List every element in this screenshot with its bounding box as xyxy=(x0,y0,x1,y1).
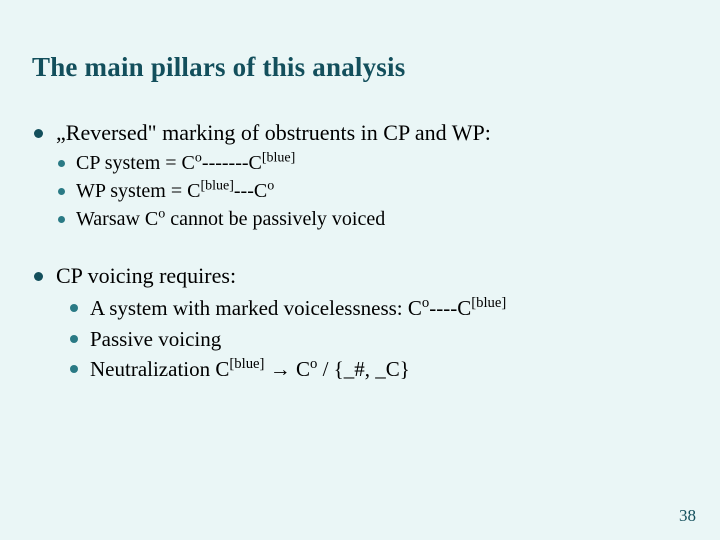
sub-passive-voicing: Passive voicing xyxy=(68,325,692,353)
t: -------C xyxy=(202,152,262,174)
sub-list-2: A system with marked voicelessness: Co--… xyxy=(68,294,692,383)
sub-neutralization: Neutralization C[blue] → Co / {_#, _C} xyxy=(68,355,692,383)
sub-list-1: CP system = Co-------C[blue] WP system =… xyxy=(56,150,692,232)
t: ----C xyxy=(429,296,471,320)
bullet-text: CP voicing requires: xyxy=(56,263,236,288)
t: CP system = C xyxy=(76,152,195,174)
sub-cp-system: CP system = Co-------C[blue] xyxy=(56,150,692,176)
slide: The main pillars of this analysis „Rever… xyxy=(0,0,720,540)
t: Warsaw C xyxy=(76,208,158,230)
sup: [blue] xyxy=(200,178,233,193)
t: cannot be passively voiced xyxy=(165,208,385,230)
sup: [blue] xyxy=(262,150,295,165)
t: → C xyxy=(264,357,310,381)
t: Passive voicing xyxy=(90,327,221,351)
t: WP system = C xyxy=(76,180,200,202)
sup: o xyxy=(267,178,274,193)
page-number: 38 xyxy=(679,506,696,526)
spacer xyxy=(32,242,692,262)
sub-wp-system: WP system = C[blue]---Co xyxy=(56,178,692,204)
bullet-cp-voicing: CP voicing requires: A system with marke… xyxy=(32,262,692,384)
t: Neutralization C xyxy=(90,357,229,381)
sup: o xyxy=(195,150,202,165)
sup: [blue] xyxy=(229,356,264,372)
t: / {_#, _C} xyxy=(317,357,410,381)
bullet-list: „Reversed" marking of obstruents in CP a… xyxy=(32,119,692,232)
t: ---C xyxy=(234,180,267,202)
bullet-list-2: CP voicing requires: A system with marke… xyxy=(32,262,692,384)
slide-title: The main pillars of this analysis xyxy=(32,52,692,83)
sub-marked-voicelessness: A system with marked voicelessness: Co--… xyxy=(68,294,692,322)
bullet-reversed-marking: „Reversed" marking of obstruents in CP a… xyxy=(32,119,692,232)
t: A system with marked voicelessness: C xyxy=(90,296,422,320)
sup: [blue] xyxy=(471,295,506,311)
sub-warsaw: Warsaw Co cannot be passively voiced xyxy=(56,206,692,232)
bullet-text: „Reversed" marking of obstruents in CP a… xyxy=(56,120,491,145)
